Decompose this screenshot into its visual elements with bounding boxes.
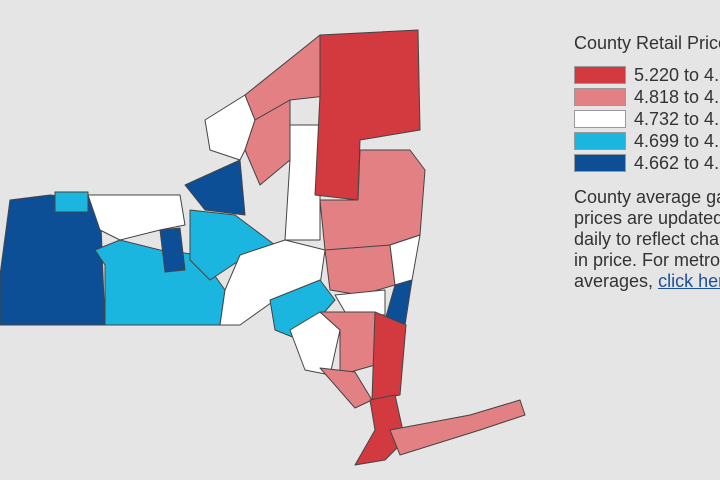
legend-label: 4.732 to 4.	[634, 108, 720, 129]
legend-label: 5.220 to 4.	[634, 64, 720, 85]
note: County average ga prices are updated daily…	[574, 187, 720, 292]
note-line: prices are updated	[574, 208, 720, 228]
county-region	[54, 191, 89, 213]
county-region	[159, 227, 186, 273]
legend-swatch	[574, 132, 626, 150]
county-region	[371, 311, 407, 401]
county-region	[354, 394, 406, 466]
county-region	[289, 311, 341, 376]
legend-item: 5.220 to 4.	[574, 65, 720, 85]
legend-swatch	[574, 88, 626, 106]
county-region	[244, 34, 336, 121]
legend-label: 4.699 to 4.	[634, 130, 720, 151]
legend-items: 5.220 to 4. 4.818 to 4. 4.732 to 4. 4.699 t…	[574, 65, 720, 173]
county-region	[184, 159, 246, 216]
legend-label: 4.662 to 4.	[634, 152, 720, 173]
county-region	[0, 194, 106, 326]
legend-label: 4.818 to 4.	[634, 86, 720, 107]
county-region	[334, 289, 386, 316]
note-line: County average ga	[574, 187, 720, 207]
legend-item: 4.699 to 4.	[574, 131, 720, 151]
legend: County Retail Price 5.220 to 4. 4.818 to …	[574, 33, 720, 292]
county-region	[324, 244, 396, 296]
legend-title: County Retail Price	[574, 33, 720, 53]
state-map	[0, 29, 526, 466]
county-region	[319, 311, 376, 376]
note-line: averages, click her	[574, 271, 720, 292]
county-region	[319, 367, 373, 409]
legend-item: 4.732 to 4.	[574, 109, 720, 129]
legend-item: 4.662 to 4.	[574, 153, 720, 173]
legend-swatch	[574, 66, 626, 84]
legend-swatch	[574, 154, 626, 172]
county-region	[284, 124, 321, 241]
county-region	[244, 99, 291, 186]
legend-swatch	[574, 110, 626, 128]
metro-link[interactable]: click her	[658, 271, 720, 291]
county-region	[389, 399, 526, 456]
note-line: daily to reflect cha	[574, 229, 720, 249]
note-line: in price. For metro	[574, 250, 720, 270]
legend-item: 4.818 to 4.	[574, 87, 720, 107]
